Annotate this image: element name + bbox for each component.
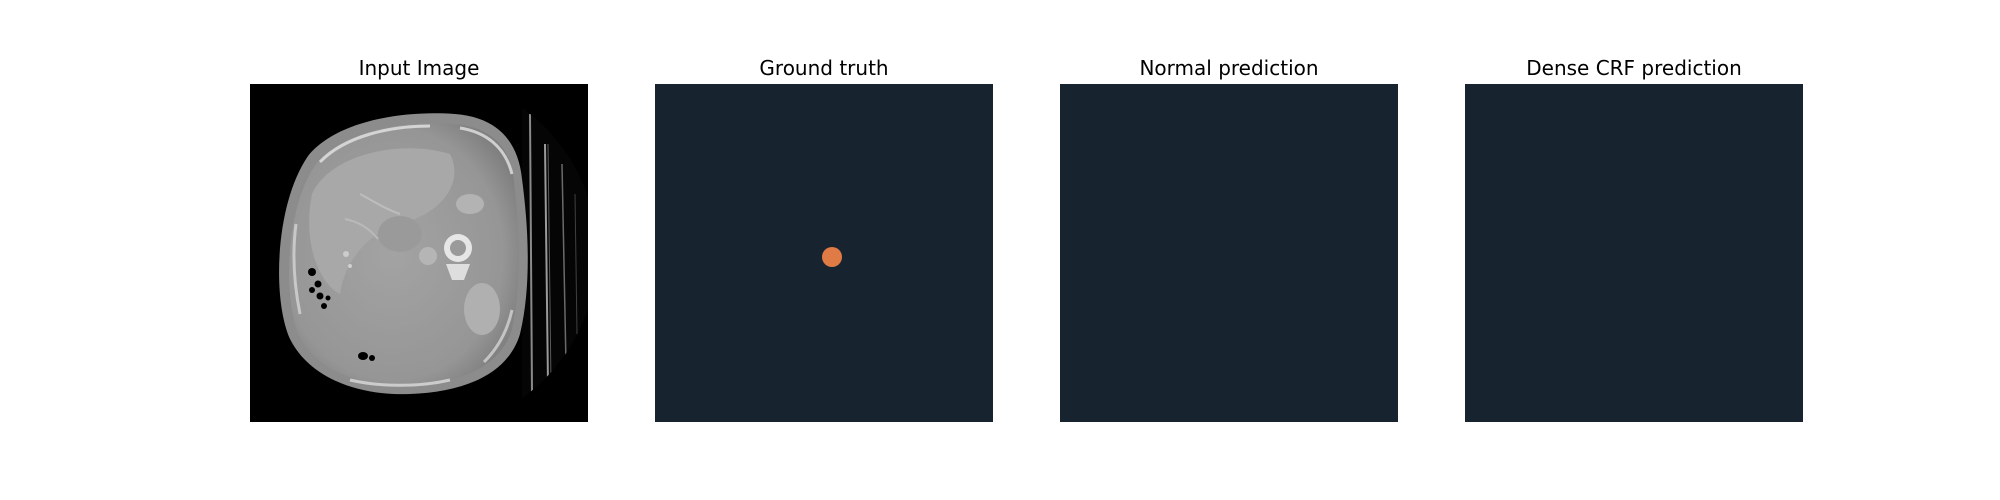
dense-crf-prediction-mask [1465,84,1803,422]
panel-title: Dense CRF prediction [1526,56,1742,80]
panel-title: Normal prediction [1139,56,1319,80]
panel-title: Input Image [358,56,480,80]
panel-title: Ground truth [759,56,889,80]
ct-scan-svg [250,84,588,422]
ct-scan-image [250,84,588,422]
mask-background [1465,84,1803,422]
ground-truth-svg [655,84,993,422]
dense-crf-prediction-svg [1465,84,1803,422]
lesion-region [822,247,842,267]
normal-prediction-mask [1060,84,1398,422]
normal-prediction-svg [1060,84,1398,422]
panel-input-image: Input Image [250,0,588,500]
panel-ground-truth: Ground truth [655,0,993,500]
panel-dense-crf-prediction: Dense CRF prediction [1465,0,1803,500]
ground-truth-mask [655,84,993,422]
panel-normal-prediction: Normal prediction [1060,0,1398,500]
mask-background [1060,84,1398,422]
